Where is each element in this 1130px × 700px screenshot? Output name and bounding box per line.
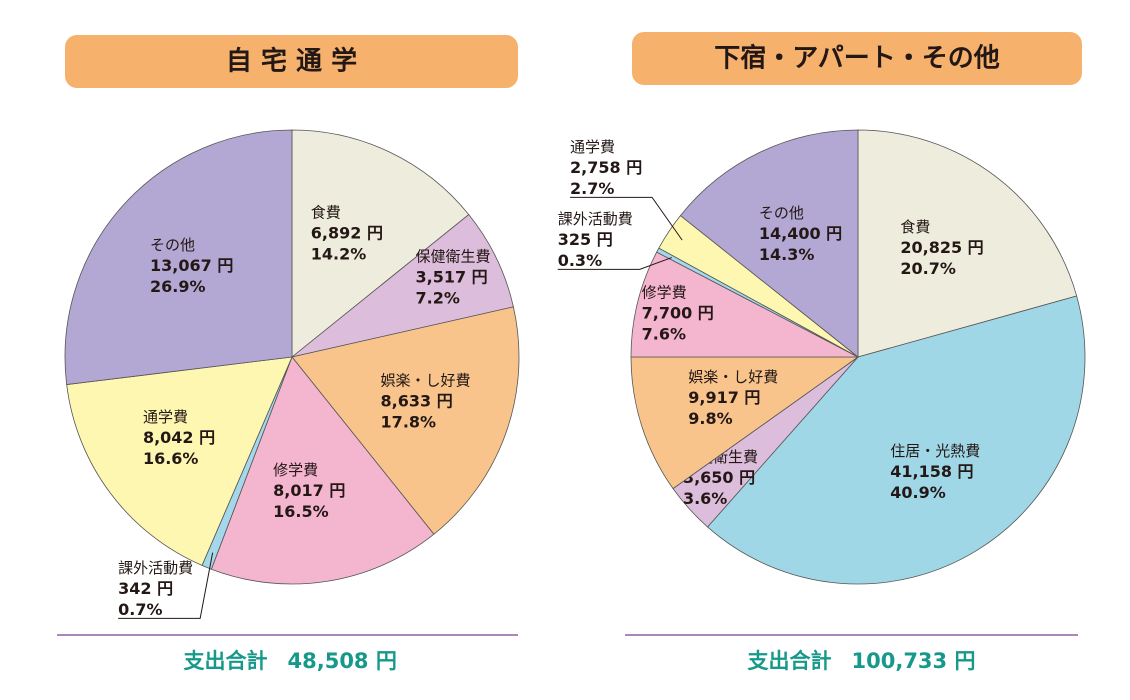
slice-category: 課外活動費 [558, 210, 633, 228]
title-badge [632, 32, 1082, 85]
pie-slice [64, 129, 293, 386]
chart-title: 自 宅 通 学 [226, 46, 357, 77]
slice-value-label: 3,650 円 [683, 468, 755, 487]
slice-percent-label: 2.7% [570, 179, 614, 198]
slice-category: 課外活動費 [118, 559, 193, 577]
slice-percent-label: 20.7% [900, 259, 956, 278]
pie-slice [630, 356, 860, 490]
slice-value-label: 7,700 円 [642, 303, 714, 322]
slice-percent-label: 3.6% [683, 489, 727, 508]
slice-percent-label: 0.7% [118, 600, 162, 619]
slice-value-label: 14,400 円 [759, 224, 842, 243]
slice-category: 保健衛生費 [415, 247, 490, 265]
slice-category: その他 [150, 236, 195, 254]
slice-value-label: 342 円 [118, 579, 173, 598]
slice-category: 住居・光熱費 [890, 442, 980, 460]
slice-category: 食費 [900, 218, 930, 236]
slice-value-label: 2,758 円 [570, 158, 642, 177]
slice-percent-label: 17.8% [381, 412, 437, 431]
slice-category: 通学費 [143, 408, 188, 426]
slice-category: 娯楽・し好費 [381, 371, 471, 389]
slice-category: その他 [759, 204, 804, 222]
slice-percent-label: 26.9% [150, 277, 206, 296]
pie-slice [630, 251, 859, 358]
pie-slice [857, 129, 1078, 358]
slice-percent-label: 7.2% [415, 288, 459, 307]
slice-category: 娯楽・し好費 [688, 368, 778, 386]
slice-percent-label: 0.3% [558, 251, 602, 270]
slice-category: 食費 [311, 204, 341, 222]
slice-value-label: 9,917 円 [688, 388, 760, 407]
slice-value-label: 325 円 [558, 230, 613, 249]
pie-slice [291, 306, 520, 535]
title-badge [65, 35, 518, 88]
chart-title: 下宿・アパート・その他 [714, 43, 999, 74]
pie-slice [679, 129, 859, 358]
pie-slice [706, 295, 1086, 585]
slice-percent-label: 40.9% [890, 483, 946, 502]
slice-value-label: 8,017 円 [273, 481, 345, 500]
slice-category: 通学費 [570, 138, 615, 156]
slice-percent-label: 14.3% [759, 245, 815, 264]
slice-percent-label: 16.5% [273, 502, 329, 521]
slice-value-label: 8,042 円 [143, 428, 215, 447]
slice-category: 修学費 [642, 283, 687, 301]
pie-slice [210, 356, 435, 585]
slice-percent-label: 14.2% [311, 245, 367, 264]
total-caption: 支出合計 [748, 649, 832, 673]
leader-line [570, 196, 683, 241]
pie-slice [66, 356, 293, 566]
slice-value-label: 6,892 円 [311, 224, 383, 243]
leader-line [557, 257, 672, 270]
slice-percent-label: 7.6% [642, 324, 686, 343]
slice-value-label: 13,067 円 [150, 256, 233, 275]
slice-percent-label: 16.6% [143, 449, 199, 468]
slice-value-label: 8,633 円 [381, 391, 453, 410]
total-caption: 支出合計 [184, 649, 268, 673]
slice-percent-label: 9.8% [688, 409, 732, 428]
slice-value-label: 3,517 円 [415, 267, 487, 286]
slice-category: 修学費 [273, 461, 318, 479]
slice-value-label: 41,158 円 [890, 462, 973, 481]
total-value: 100,733 円 [852, 649, 976, 673]
pie-slice [291, 129, 470, 358]
leader-line [118, 552, 214, 619]
slice-value-label: 20,825 円 [900, 238, 983, 257]
total-value: 48,508 円 [288, 649, 397, 673]
pie-slice [291, 214, 514, 358]
